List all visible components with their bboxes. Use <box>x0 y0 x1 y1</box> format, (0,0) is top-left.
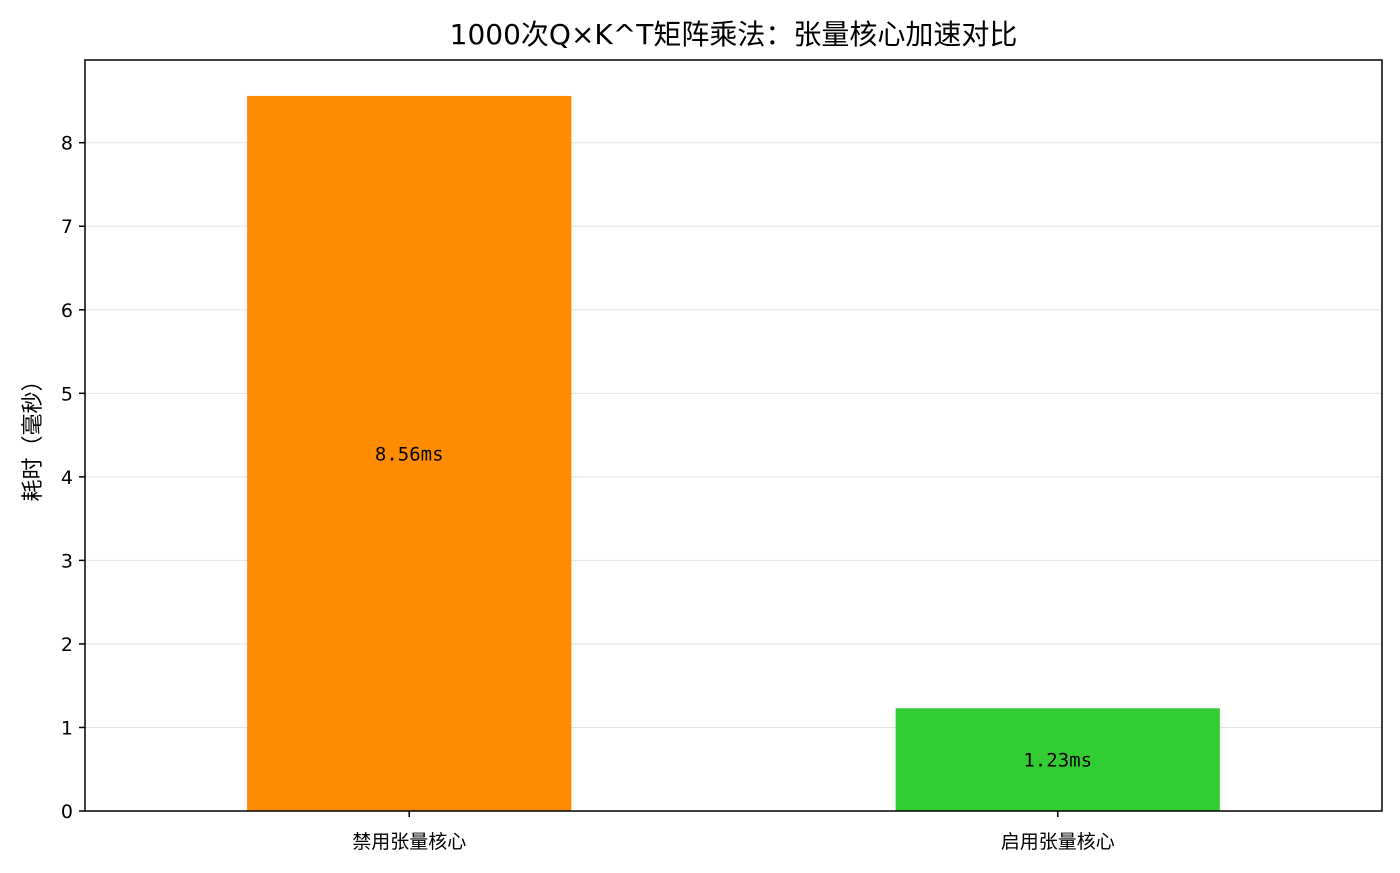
y-tick-label: 5 <box>61 383 73 405</box>
y-axis-label: 耗时（毫秒） <box>21 369 46 501</box>
bar-value-label: 8.56ms <box>375 443 444 465</box>
x-tick-label: 启用张量核心 <box>1001 831 1115 853</box>
bars-layer <box>247 95 1220 811</box>
chart-title: 1000次Q×K^T矩阵乘法：张量核心加速对比 <box>450 18 1018 51</box>
y-tick-label: 4 <box>61 467 73 489</box>
y-tick-label: 2 <box>61 634 73 656</box>
bar-tensor-core-disabled <box>247 95 572 811</box>
y-tick-label: 0 <box>61 801 73 823</box>
y-tick-label: 3 <box>61 550 73 572</box>
plot-frame <box>84 59 1383 812</box>
bar-tensor-core-enabled <box>895 708 1220 811</box>
axis-layer <box>84 59 1383 812</box>
x-tick-label: 禁用张量核心 <box>352 831 466 853</box>
labels-layer: 8.56ms 1.23ms <box>375 443 1092 771</box>
bar-value-label: 1.23ms <box>1023 750 1092 772</box>
y-tick-label: 7 <box>61 216 73 238</box>
y-tick-label: 8 <box>61 133 73 155</box>
y-tick-label: 6 <box>61 300 73 322</box>
ticks-layer: 0 1 2 3 4 5 6 7 8 禁用张量核心 启用张量核心 <box>61 133 1115 853</box>
y-tick-label: 1 <box>61 717 73 739</box>
